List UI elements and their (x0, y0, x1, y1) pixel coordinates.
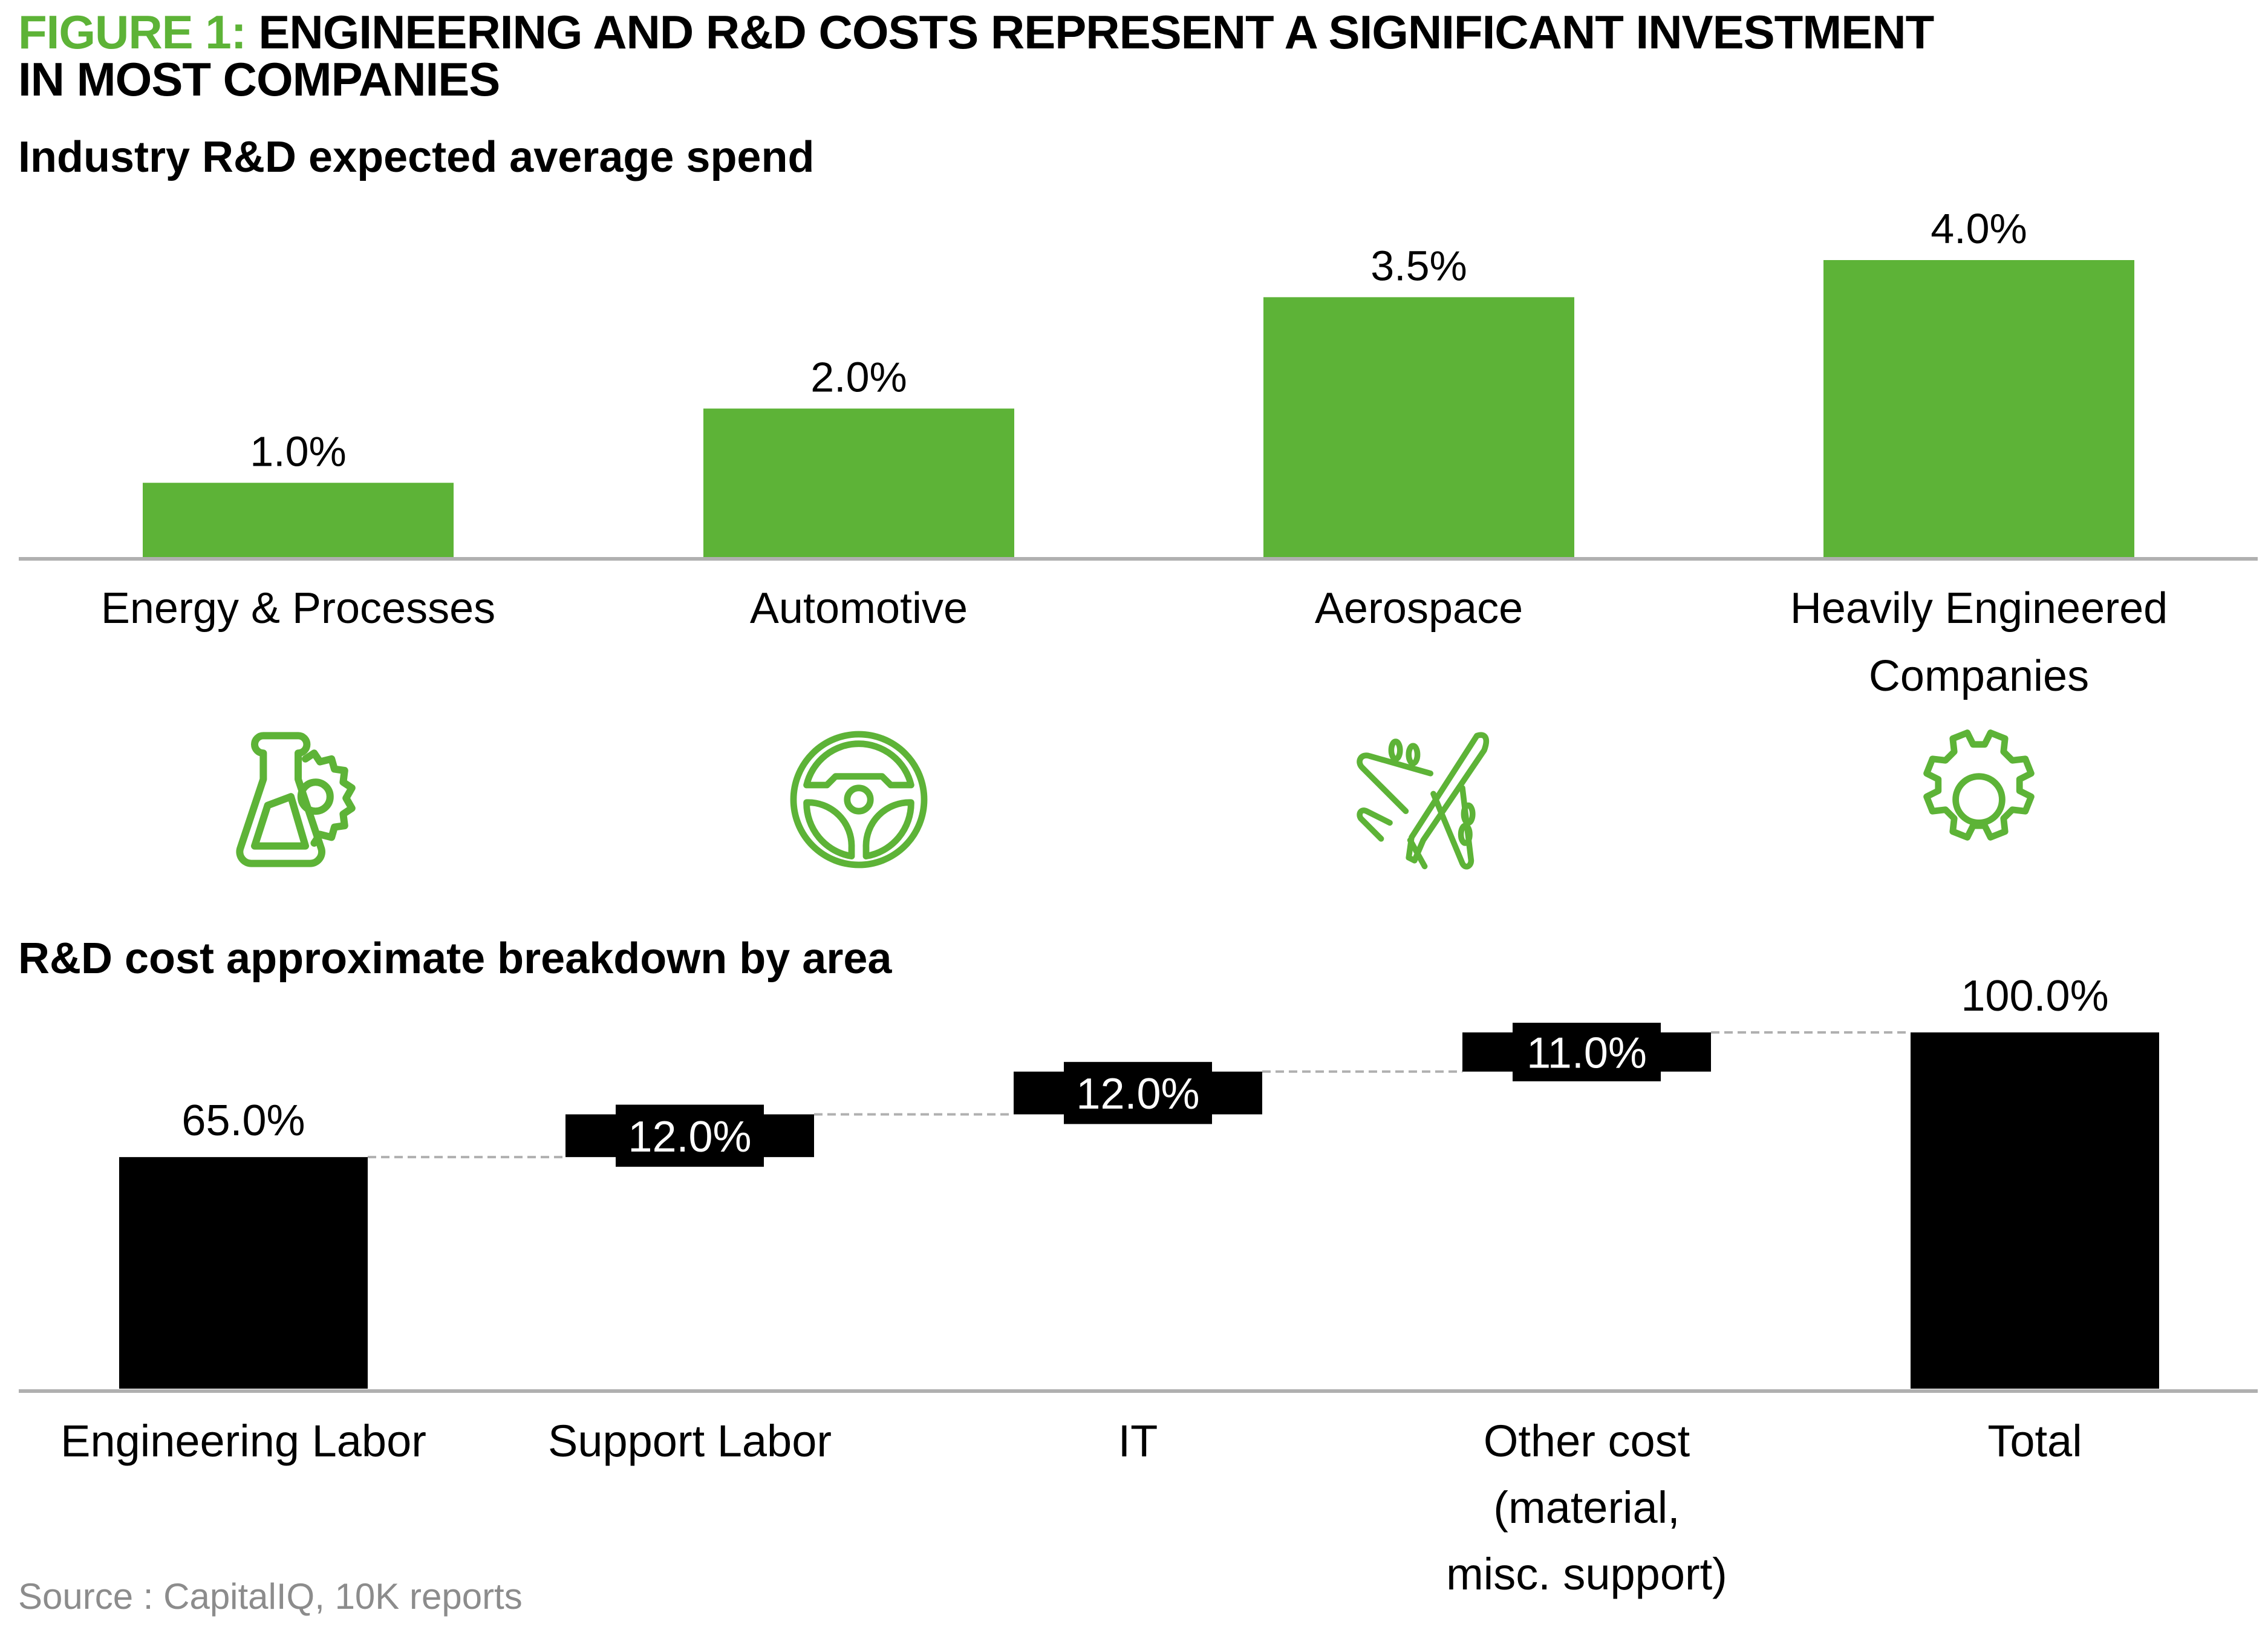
waterfall-category-label: IT (1118, 1416, 1158, 1466)
waterfall-chart-title: R&D cost approximate breakdown by area (18, 934, 892, 983)
bar-value-label: 2.0% (810, 354, 907, 401)
waterfall-value-label: 12.0% (628, 1113, 751, 1161)
waterfall-category-label: Engineering Labor (60, 1416, 426, 1466)
bar-value-label: 3.5% (1370, 242, 1467, 289)
category-label: Heavily Engineered (1790, 584, 2168, 633)
bar-0 (143, 483, 454, 557)
waterfall-label-tab (616, 1104, 764, 1167)
gear-icon (1927, 733, 2032, 838)
category-label: Companies (1869, 652, 2089, 700)
bar-chart-title: Industry R&D expected average spend (18, 133, 815, 181)
waterfall-label-tab (1064, 1061, 1212, 1124)
bar-chart: 1.0% Energy & Processes 2.0% Automotive 3.5%… (19, 205, 2258, 867)
category-label: Energy & Processes (101, 584, 495, 633)
waterfall-chart: 65.0% Engineering Labor 12.0% Support Labor… (19, 972, 2258, 1599)
figure-label: FIGURE 1: (18, 5, 247, 59)
waterfall-category-label: (material, (1493, 1482, 1680, 1533)
waterfall-value-label: 12.0% (1076, 1070, 1199, 1118)
waterfall-label-tab (1513, 1023, 1661, 1081)
bar-value-label: 1.0% (250, 428, 347, 475)
waterfall-bar-0 (119, 1157, 368, 1389)
waterfall-value-label: 65.0% (181, 1097, 305, 1145)
figure-title: FIGURE 1: ENGINEERING AND R&D COSTS REPR… (18, 8, 1934, 103)
bar-2 (1263, 297, 1574, 557)
waterfall-category-label: Total (1987, 1416, 2082, 1466)
bar-1 (703, 408, 1014, 557)
waterfall-category-label: misc. support) (1446, 1549, 1727, 1599)
category-label: Automotive (750, 584, 968, 633)
waterfall-value-label: 100.0% (1961, 972, 2108, 1020)
flask-gear-icon (240, 735, 351, 863)
figure-title-line1: ENGINEERING AND R&D COSTS REPRESENT A SI… (258, 5, 1934, 59)
waterfall-category-label: Support Labor (548, 1416, 832, 1466)
bar-3 (1823, 260, 2134, 557)
bar-value-label: 4.0% (1931, 205, 2027, 252)
figure-title-line2: IN MOST COMPANIES (18, 53, 500, 106)
steering-wheel-icon (793, 734, 924, 865)
waterfall-category-label: Other cost (1484, 1416, 1690, 1466)
category-label: Aerospace (1315, 584, 1523, 633)
waterfall-bar-4 (1911, 1032, 2159, 1389)
airplane-icon (1360, 735, 1486, 867)
source-note: Source : CapitalIQ, 10K reports (18, 1576, 523, 1617)
waterfall-value-label: 11.0% (1527, 1029, 1647, 1077)
